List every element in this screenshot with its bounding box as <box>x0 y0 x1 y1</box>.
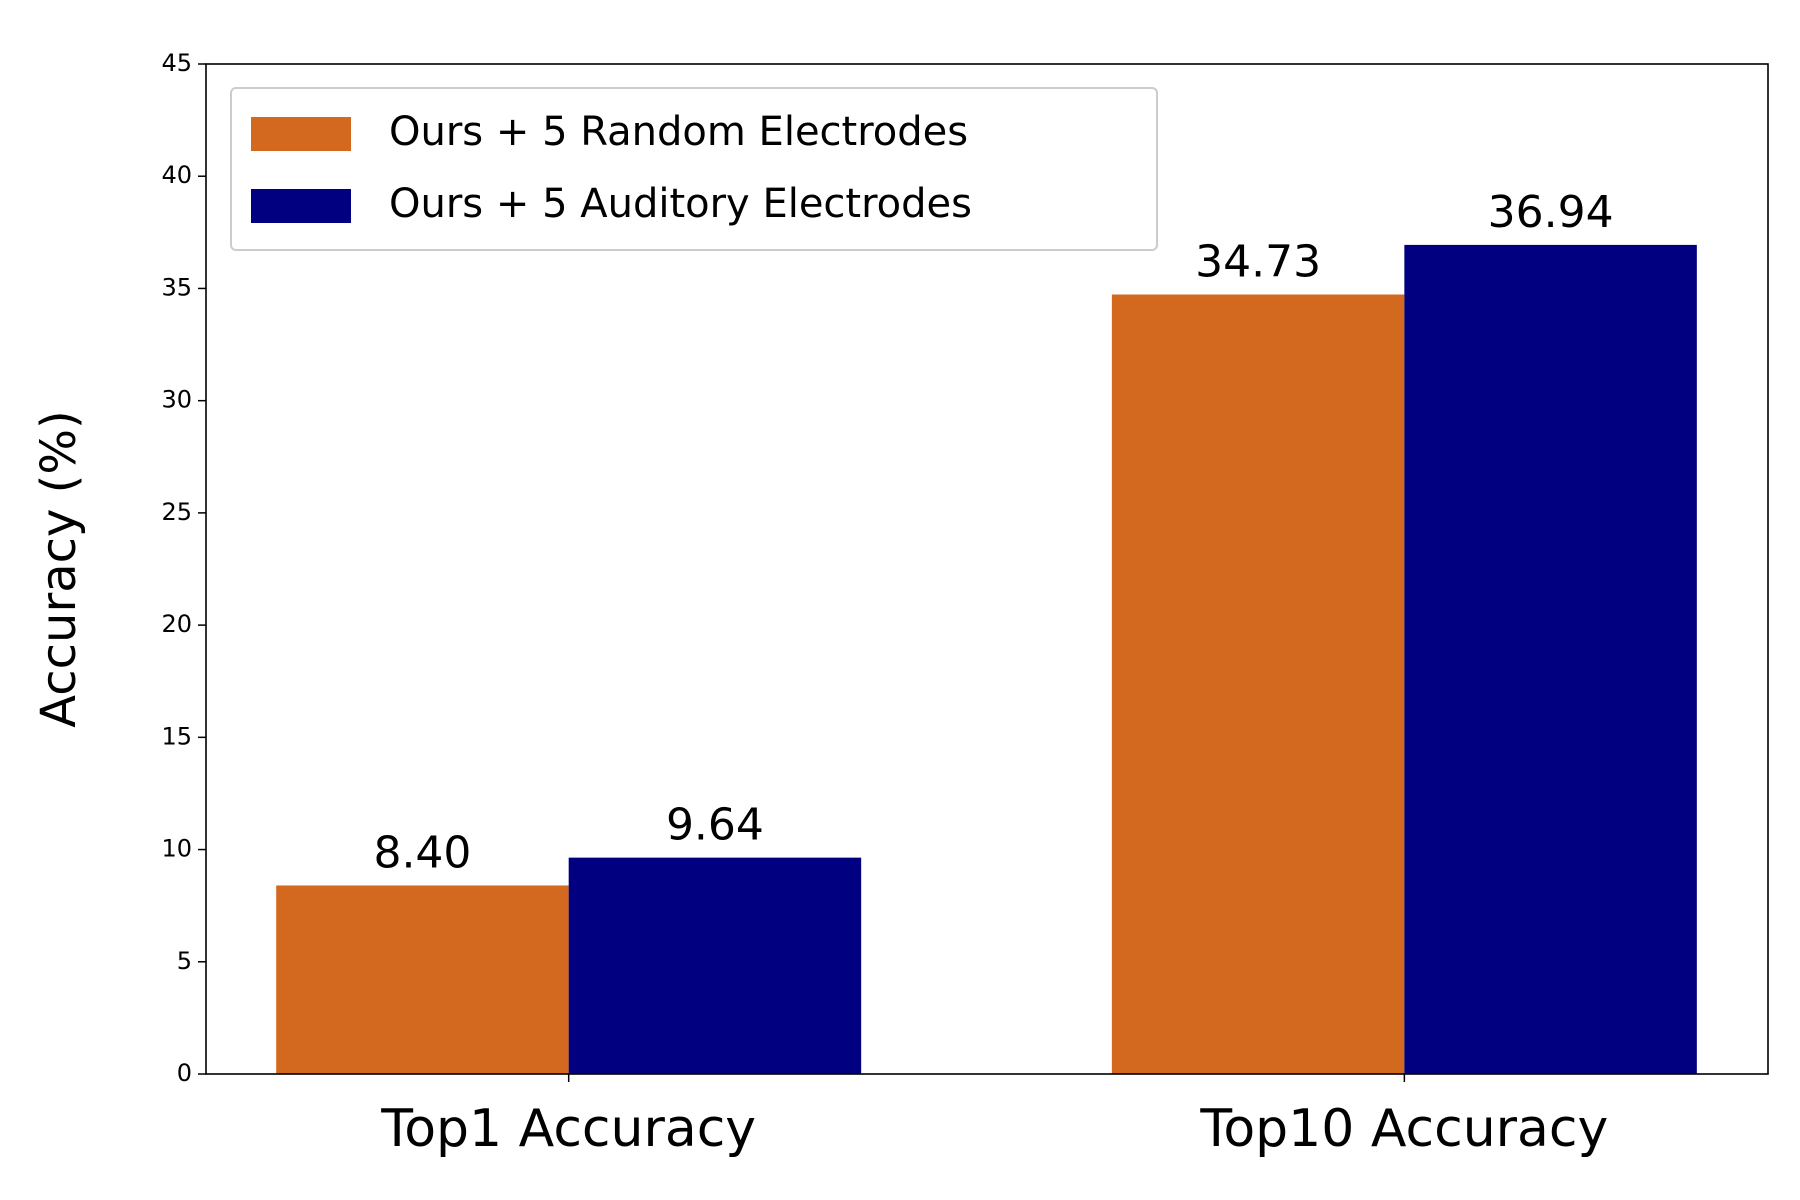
value-label: 8.40 <box>373 827 471 878</box>
bar <box>568 857 862 1074</box>
legend-swatch <box>251 189 351 223</box>
y-tick-label: 30 <box>161 386 192 414</box>
plot-frame <box>205 63 1769 1075</box>
legend-label: Ours + 5 Auditory Electrodes <box>389 181 972 227</box>
y-tick-label: 25 <box>161 498 192 526</box>
y-tick-label: 15 <box>161 722 192 750</box>
value-label: 9.64 <box>666 800 764 851</box>
bar <box>1404 244 1697 1074</box>
value-label: 34.73 <box>1195 237 1321 288</box>
y-axis-label: Accuracy (%) <box>31 410 87 727</box>
y-tick-label: 35 <box>161 273 192 301</box>
legend-box <box>230 87 1158 251</box>
y-tick-label: 10 <box>161 835 192 863</box>
y-tick-label: 20 <box>161 610 192 638</box>
y-tick-label: 5 <box>177 947 192 975</box>
x-tick-label: Top1 Accuracy <box>380 1099 756 1159</box>
y-tick-label: 0 <box>177 1059 192 1087</box>
bar <box>1111 294 1405 1074</box>
y-tick-label: 45 <box>161 49 192 77</box>
value-label: 36.94 <box>1488 187 1614 238</box>
x-tick-label: Top10 Accuracy <box>1199 1099 1608 1159</box>
bar <box>276 885 569 1074</box>
legend-label: Ours + 5 Random Electrodes <box>389 109 968 155</box>
y-tick-label: 40 <box>161 161 192 189</box>
legend-swatch <box>251 117 351 151</box>
